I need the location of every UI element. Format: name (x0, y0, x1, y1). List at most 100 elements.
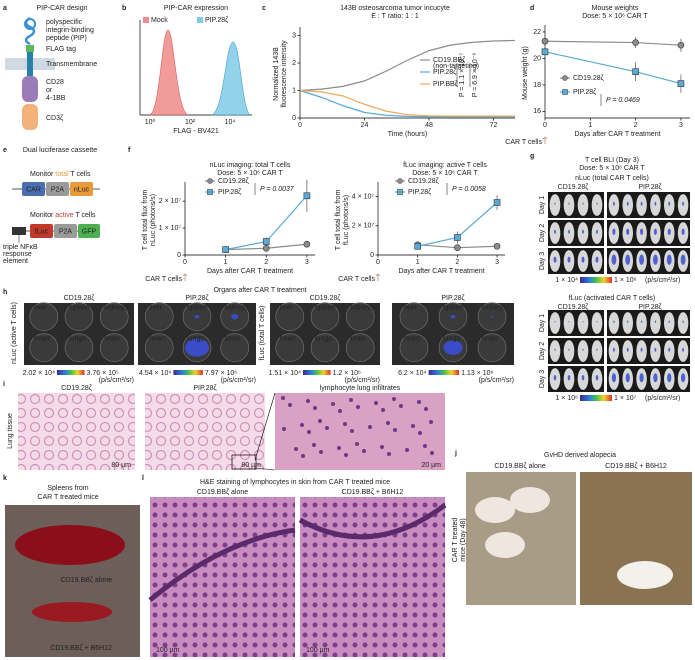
p-value: P = 0.0058 (452, 186, 486, 193)
well (477, 333, 507, 362)
label: PIP.28ζ (193, 385, 216, 392)
label: 10⁴ (225, 119, 236, 126)
nucleus (386, 421, 390, 425)
nucleus (399, 404, 403, 408)
label: 1.51 × 10⁴ (269, 370, 301, 377)
label: 1.2 × 10⁶ (333, 370, 361, 377)
label: CAR (26, 186, 41, 193)
label: kidneys (350, 304, 374, 311)
signal (626, 347, 629, 352)
label: 20 µm (421, 462, 441, 469)
nucleus (306, 399, 310, 403)
signal (554, 320, 556, 323)
legend-marker (562, 75, 568, 81)
signal (596, 202, 598, 205)
legend-label: PIP.28ζ (408, 189, 431, 196)
signal (668, 320, 670, 324)
signal (680, 254, 686, 265)
signal (681, 228, 685, 235)
y-axis-label: T cell total flux from (335, 190, 342, 251)
nucleus (294, 447, 298, 451)
label: 80 µm (111, 462, 131, 469)
well (399, 302, 429, 331)
x-tick-label: 48 (425, 122, 433, 129)
label: 1 × 10⁴ (555, 277, 578, 284)
y-tick-label: 2 (292, 60, 296, 67)
y-axis-label: fluorescence intensity (281, 40, 288, 108)
signal (626, 201, 629, 206)
signal (595, 256, 599, 263)
label: spleen (443, 304, 464, 311)
nucleus (288, 403, 292, 407)
histology (18, 393, 135, 470)
panel-title: CAR T treated mice (37, 494, 98, 501)
label: Lung tissue (7, 413, 14, 449)
legend-label: PIP.BBζ (433, 81, 458, 88)
x-axis-label: Time (hours) (388, 131, 427, 138)
chart-subtitle: Dose: 5 × 10⁶ CAR T (412, 170, 478, 177)
signal (667, 373, 672, 383)
signal (611, 373, 617, 383)
nucleus (318, 419, 322, 423)
marker (541, 48, 549, 56)
well (29, 302, 59, 331)
label: nLuc (74, 186, 90, 193)
signal (568, 202, 570, 205)
label: P2A (51, 186, 65, 193)
bli-image (607, 220, 690, 246)
panel-letter: e (3, 147, 7, 154)
mouse (510, 487, 550, 513)
well (99, 302, 129, 331)
x-tick-label: 2 (634, 122, 638, 129)
label: CD19.28ζ (558, 184, 589, 191)
histology (300, 497, 445, 657)
label: CD3ζ (46, 115, 63, 122)
x-axis-label: Days after CAR T treatment (207, 268, 293, 275)
nucleus (418, 431, 422, 435)
label: 1 × 10⁶ (614, 277, 637, 284)
x-tick-label: 1 (416, 259, 420, 266)
nucleus (355, 442, 359, 446)
nucleus (356, 405, 360, 409)
nucleus (350, 429, 354, 433)
panel-letter: j (454, 450, 457, 457)
y-tick-label: 22 (533, 29, 541, 36)
label: FLAG tag (46, 46, 76, 53)
mouse (475, 497, 515, 523)
well (310, 302, 340, 331)
signal (595, 374, 599, 381)
nucleus (313, 406, 317, 410)
x-tick-label: 3 (495, 259, 499, 266)
histology (145, 393, 265, 470)
label: CD19.28ζ (558, 304, 589, 311)
mouse (549, 194, 561, 216)
panel-title: Organs after CAR T treatment (213, 287, 306, 294)
label: kidneys (225, 304, 249, 311)
well (144, 333, 174, 362)
legend-marker (207, 178, 213, 184)
marker (222, 246, 229, 253)
marker (414, 242, 421, 250)
legend-label: PIP.28ζ (433, 69, 456, 76)
label: CD28 (46, 79, 64, 86)
panel-letter: k (3, 475, 7, 482)
marker (493, 199, 501, 206)
well (399, 333, 429, 362)
panel-letter: g (530, 153, 534, 160)
x-tick-label: 0 (376, 259, 380, 266)
well (345, 302, 375, 331)
x-tick-label: 1 (224, 259, 228, 266)
signal (567, 374, 571, 381)
marker (632, 68, 639, 75)
y-tick-label: 2 × 10⁷ (352, 223, 375, 230)
nucleus (331, 402, 335, 406)
nucleus (338, 409, 342, 413)
cassette (12, 182, 100, 243)
nucleus (429, 420, 433, 424)
label: liver (280, 304, 294, 311)
chart-subtitle: E : T ratio: 1 : 1 (371, 13, 419, 20)
label: brain (482, 335, 498, 342)
nucleus (423, 444, 427, 448)
epidermis (148, 527, 296, 602)
label: CD19.BBζ alone (494, 463, 545, 470)
